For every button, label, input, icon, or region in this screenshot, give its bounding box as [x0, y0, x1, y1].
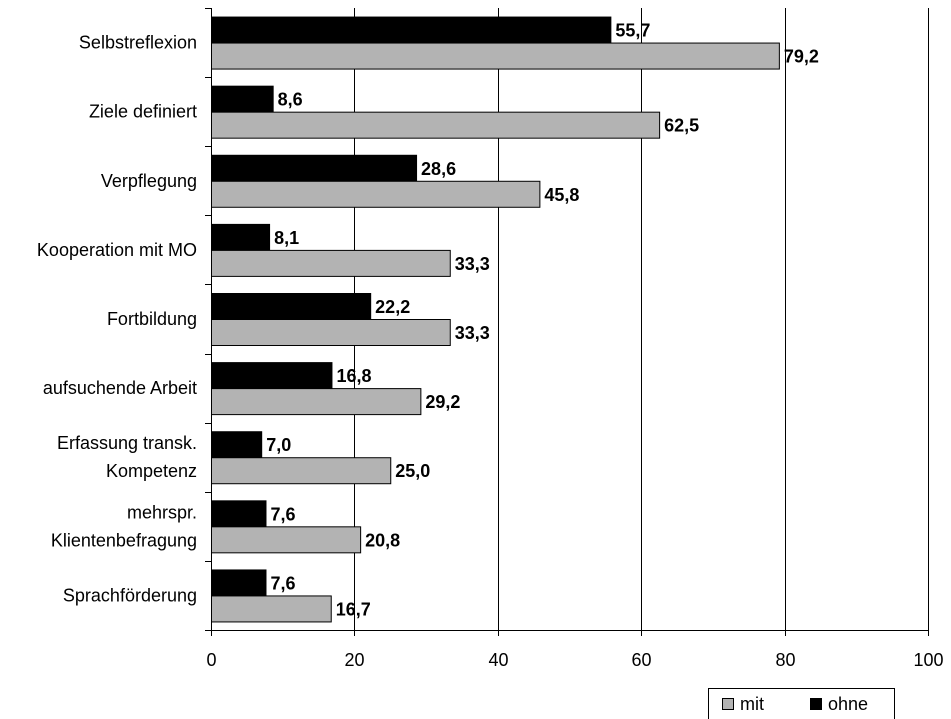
- category-label: mehrspr.: [127, 502, 197, 522]
- x-tick-label: 100: [913, 650, 943, 670]
- bar-mit: [212, 181, 540, 207]
- data-label-mit: 62,5: [664, 116, 699, 136]
- bar-mit: [212, 596, 332, 622]
- data-label-mit: 20,8: [365, 530, 400, 550]
- data-label-ohne: 7,6: [270, 573, 295, 593]
- bar-mit: [212, 320, 451, 346]
- data-label-ohne: 8,6: [278, 90, 303, 110]
- bar-ohne: [212, 224, 270, 250]
- category-label: Fortbildung: [107, 309, 197, 329]
- data-label-ohne: 7,0: [266, 435, 291, 455]
- bar-ohne: [212, 432, 262, 458]
- bar-mit: [212, 389, 421, 415]
- legend: mit ohne: [709, 689, 895, 719]
- bar-mit: [212, 458, 391, 484]
- data-label-mit: 79,2: [784, 47, 819, 67]
- x-tick-label: 20: [344, 650, 364, 670]
- category-label: Ziele definiert: [89, 102, 197, 122]
- bar-ohne: [212, 17, 611, 43]
- bar-ohne: [212, 363, 332, 389]
- category-label: Selbstreflexion: [79, 33, 197, 53]
- x-tick-label: 0: [206, 650, 216, 670]
- category-label: Kompetenz: [106, 461, 197, 481]
- bar-mit: [212, 527, 361, 553]
- legend-label-ohne: ohne: [828, 694, 868, 714]
- bar-mit: [212, 250, 451, 276]
- data-label-ohne: 8,1: [274, 228, 299, 248]
- legend-swatch-ohne: [811, 699, 822, 710]
- category-label: aufsuchende Arbeit: [43, 378, 197, 398]
- bar-ohne: [212, 570, 266, 596]
- data-label-ohne: 22,2: [375, 297, 410, 317]
- x-tick-label: 80: [775, 650, 795, 670]
- bar-ohne: [212, 155, 417, 181]
- data-label-ohne: 55,7: [615, 21, 650, 41]
- bar-mit: [212, 112, 660, 138]
- category-label: Erfassung transk.: [57, 433, 197, 453]
- data-label-mit: 16,7: [336, 599, 371, 619]
- category-label: Klientenbefragung: [51, 530, 197, 550]
- data-label-mit: 25,0: [395, 461, 430, 481]
- x-tick-label: 60: [631, 650, 651, 670]
- x-tick-label: 40: [488, 650, 508, 670]
- category-label: Sprachförderung: [63, 585, 197, 605]
- data-label-ohne: 7,6: [270, 504, 295, 524]
- bar-ohne: [212, 501, 266, 527]
- data-label-ohne: 16,8: [336, 366, 371, 386]
- bar-ohne: [212, 294, 371, 320]
- bar-mit: [212, 43, 780, 69]
- data-label-ohne: 28,6: [421, 159, 456, 179]
- category-label: Kooperation mit MO: [37, 240, 197, 260]
- data-label-mit: 33,3: [455, 254, 490, 274]
- data-label-mit: 29,2: [425, 392, 460, 412]
- bar-ohne: [212, 86, 274, 112]
- data-label-mit: 45,8: [544, 185, 579, 205]
- legend-label-mit: mit: [740, 694, 764, 714]
- data-label-mit: 33,3: [455, 323, 490, 343]
- legend-swatch-mit: [723, 699, 734, 710]
- category-label: Verpflegung: [101, 171, 197, 191]
